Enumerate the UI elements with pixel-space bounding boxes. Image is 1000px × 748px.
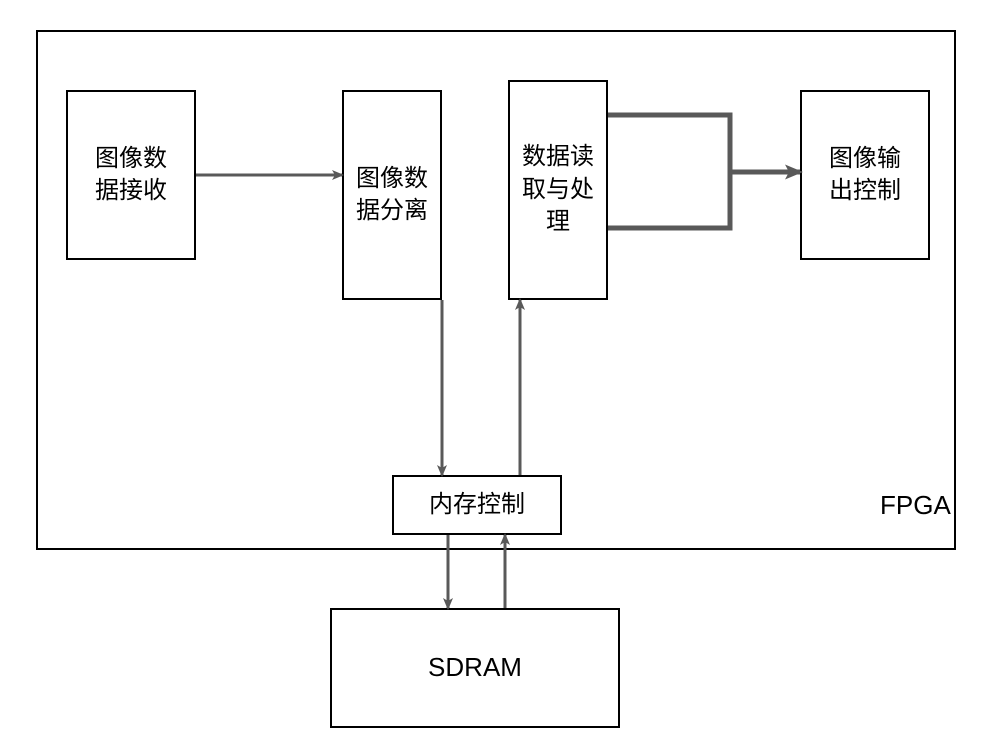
diagram-canvas: FPGA 图像数据接收 图像数据分离 数据读取与处理 图像输出控制 内存控制 S… xyxy=(0,0,1000,748)
node-label: 图像数据分离 xyxy=(356,163,428,228)
node-label: 图像输出控制 xyxy=(829,143,901,208)
fpga-label: FPGA xyxy=(880,490,951,521)
node-label: SDRAM xyxy=(428,650,522,685)
node-label: 内存控制 xyxy=(429,489,525,521)
node-label: 图像数据接收 xyxy=(95,143,167,208)
node-image-output-control: 图像输出控制 xyxy=(800,90,930,260)
node-label: 数据读取与处理 xyxy=(522,141,594,238)
node-sdram: SDRAM xyxy=(330,608,620,728)
node-image-data-separate: 图像数据分离 xyxy=(342,90,442,300)
node-image-data-receive: 图像数据接收 xyxy=(66,90,196,260)
node-memory-control: 内存控制 xyxy=(392,475,562,535)
node-data-read-process: 数据读取与处理 xyxy=(508,80,608,300)
